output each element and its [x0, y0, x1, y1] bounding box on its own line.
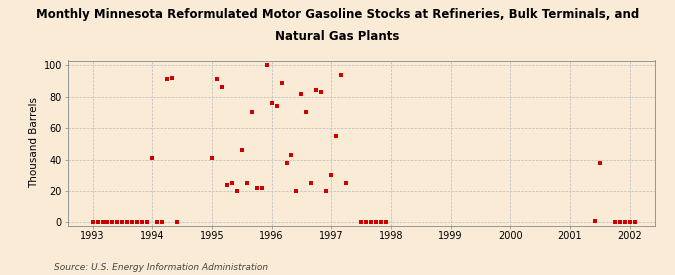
Text: Natural Gas Plants: Natural Gas Plants — [275, 30, 400, 43]
Point — [92, 220, 103, 225]
Point — [87, 220, 98, 225]
Point — [306, 181, 317, 185]
Point — [360, 220, 371, 225]
Point — [629, 220, 640, 225]
Point — [341, 181, 352, 185]
Point — [276, 80, 287, 85]
Point — [610, 220, 620, 225]
Point — [624, 220, 635, 225]
Point — [162, 77, 173, 82]
Point — [381, 220, 392, 225]
Point — [256, 186, 267, 190]
Point — [246, 110, 257, 115]
Point — [614, 220, 625, 225]
Point — [117, 220, 128, 225]
Point — [102, 220, 113, 225]
Y-axis label: Thousand Barrels: Thousand Barrels — [30, 98, 39, 188]
Text: Monthly Minnesota Reformulated Motor Gasoline Stocks at Refineries, Bulk Termina: Monthly Minnesota Reformulated Motor Gas… — [36, 8, 639, 21]
Point — [142, 220, 153, 225]
Point — [281, 160, 292, 165]
Point — [321, 189, 331, 193]
Point — [167, 76, 178, 80]
Point — [251, 186, 262, 190]
Point — [236, 148, 247, 152]
Point — [132, 220, 142, 225]
Point — [336, 72, 347, 77]
Point — [97, 220, 108, 225]
Point — [157, 220, 167, 225]
Point — [326, 173, 337, 177]
Point — [331, 134, 342, 138]
Point — [261, 63, 272, 67]
Point — [301, 110, 312, 115]
Point — [217, 85, 227, 89]
Point — [221, 182, 232, 187]
Point — [316, 90, 327, 94]
Point — [620, 220, 630, 225]
Point — [107, 220, 118, 225]
Point — [291, 189, 302, 193]
Point — [112, 220, 123, 225]
Point — [207, 156, 217, 160]
Point — [242, 181, 252, 185]
Point — [311, 88, 322, 93]
Point — [371, 220, 381, 225]
Point — [232, 189, 242, 193]
Point — [356, 220, 367, 225]
Point — [375, 220, 386, 225]
Point — [171, 220, 182, 225]
Point — [286, 153, 297, 157]
Point — [152, 220, 163, 225]
Point — [271, 104, 282, 108]
Point — [137, 220, 148, 225]
Point — [211, 77, 222, 82]
Point — [595, 160, 605, 165]
Point — [589, 219, 600, 223]
Point — [296, 91, 307, 96]
Point — [226, 181, 237, 185]
Point — [366, 220, 377, 225]
Point — [127, 220, 138, 225]
Point — [266, 101, 277, 105]
Point — [122, 220, 133, 225]
Text: Source: U.S. Energy Information Administration: Source: U.S. Energy Information Administ… — [54, 263, 268, 272]
Point — [147, 156, 158, 160]
